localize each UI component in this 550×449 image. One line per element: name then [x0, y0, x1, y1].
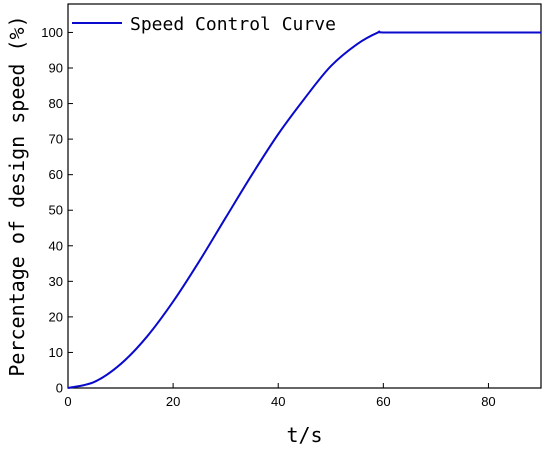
y-tick-label-5: 50 — [49, 203, 63, 218]
plot-area — [67, 3, 542, 389]
legend: Speed Control Curve — [72, 14, 336, 35]
y-tick-label-3: 30 — [49, 274, 63, 289]
ticks-layer: 0 20 40 60 80 0 10 20 30 40 50 60 70 80 90 100 — [41, 25, 495, 409]
y-tick-label-4: 40 — [49, 238, 63, 253]
x-tick-label-4: 80 — [481, 394, 495, 409]
legend-label-speed-control-curve: Speed Control Curve — [130, 14, 336, 35]
y-tick-label-6: 60 — [49, 167, 63, 182]
y-tick-label-7: 70 — [49, 132, 63, 147]
y-axis-title: Percentage of design speed (%) — [5, 15, 29, 376]
y-tick-label-2: 20 — [49, 309, 63, 324]
y-tick-label-8: 80 — [49, 96, 63, 111]
y-tick-label-0: 0 — [56, 381, 63, 396]
x-tick-label-0: 0 — [64, 394, 71, 409]
series-layer — [67, 30, 541, 389]
plot-frame — [67, 3, 542, 389]
x-tick-label-1: 20 — [166, 394, 180, 409]
x-tick-label-3: 60 — [376, 394, 390, 409]
x-tick-label-2: 40 — [271, 394, 285, 409]
series-line-0 — [67, 30, 541, 389]
y-tick-label-9: 90 — [49, 61, 63, 76]
y-tick-label-10: 100 — [41, 25, 63, 40]
x-axis-title: t/s — [286, 423, 322, 447]
y-tick-label-1: 10 — [49, 345, 63, 360]
